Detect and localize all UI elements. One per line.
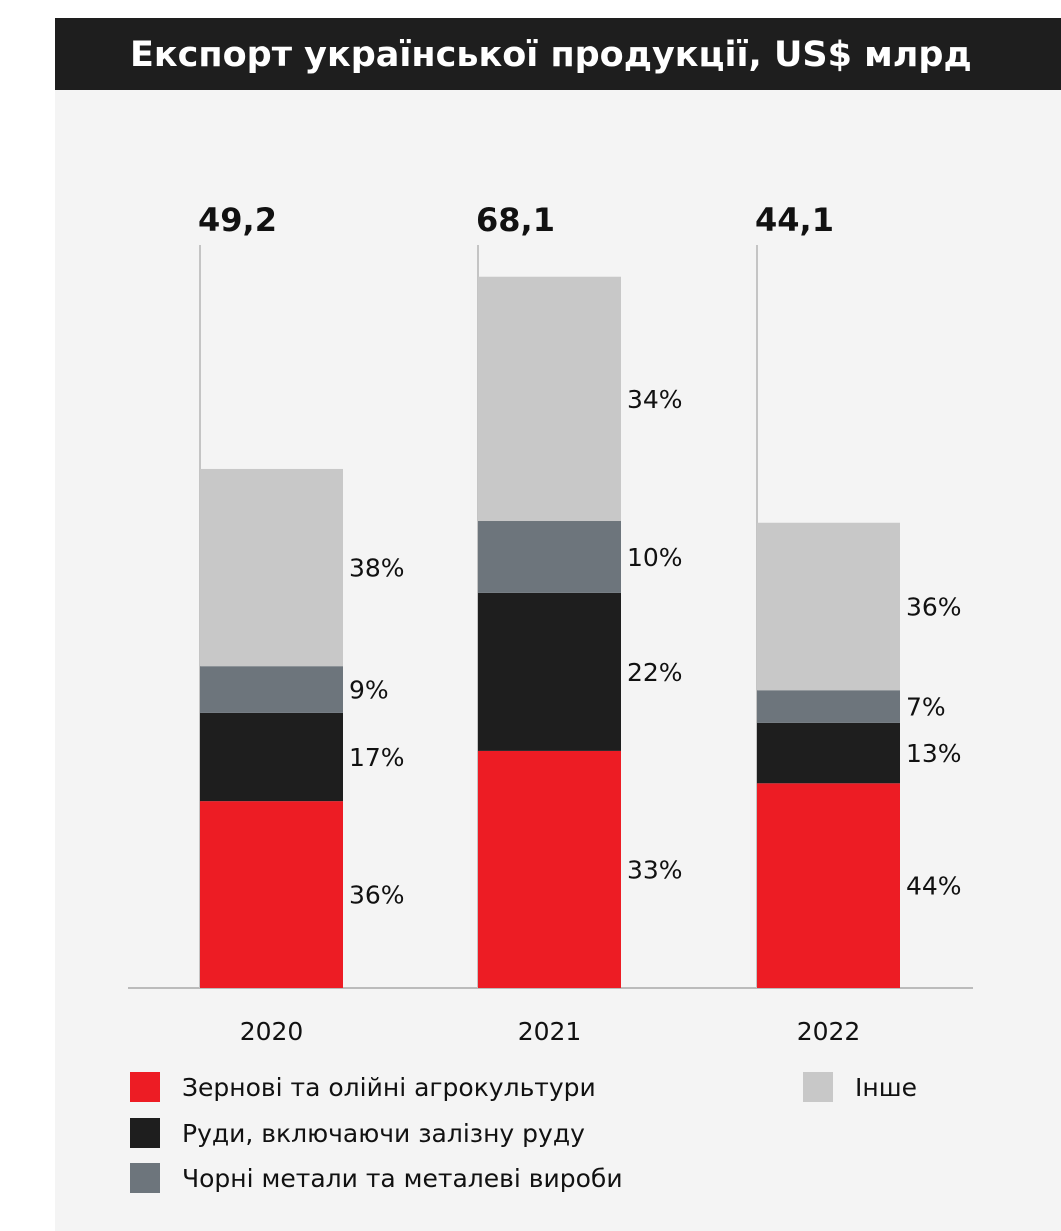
- bar-segment: [478, 521, 621, 593]
- legend-swatch: [130, 1072, 160, 1102]
- x-tick-label: 2022: [797, 1017, 861, 1046]
- bar-segment: [478, 276, 621, 522]
- chart-title: Експорт української продукції, US$ млрд: [130, 35, 972, 75]
- bar-segment: [757, 722, 900, 784]
- title-bar: [55, 18, 1061, 90]
- value-label: 7%: [906, 693, 946, 722]
- bar-segment: [757, 690, 900, 723]
- legend-swatch: [130, 1163, 160, 1193]
- bar-segment: [478, 750, 621, 988]
- value-label: 33%: [627, 855, 683, 884]
- value-label: 36%: [349, 881, 405, 910]
- total-label: 49,2: [198, 201, 277, 239]
- legend-swatch: [130, 1118, 160, 1148]
- bar-segment: [200, 801, 343, 988]
- value-label: 44%: [906, 872, 962, 901]
- legend-label: Інше: [855, 1073, 917, 1102]
- value-label: 17%: [349, 743, 405, 772]
- legend-swatch: [803, 1072, 833, 1102]
- value-label: 9%: [349, 676, 389, 705]
- value-label: 34%: [627, 385, 683, 414]
- legend-label: Руди, включаючи залізну руду: [182, 1119, 585, 1148]
- value-label: 10%: [627, 543, 683, 572]
- value-label: 22%: [627, 658, 683, 687]
- bar-segment: [757, 522, 900, 691]
- bar-segment: [200, 712, 343, 802]
- value-label: 13%: [906, 739, 962, 768]
- x-tick-label: 2020: [240, 1017, 304, 1046]
- legend-label: Чорні метали та металеві вироби: [182, 1164, 623, 1193]
- bar-segment: [478, 592, 621, 751]
- x-tick-label: 2021: [518, 1017, 582, 1046]
- legend-label: Зернові та олійні агрокультури: [182, 1073, 596, 1102]
- total-label: 44,1: [755, 201, 834, 239]
- value-label: 38%: [349, 554, 405, 583]
- bar-segment: [200, 666, 343, 713]
- value-label: 36%: [906, 592, 962, 621]
- bar-segment: [757, 783, 900, 988]
- bar-segment: [200, 468, 343, 667]
- total-label: 68,1: [476, 201, 555, 239]
